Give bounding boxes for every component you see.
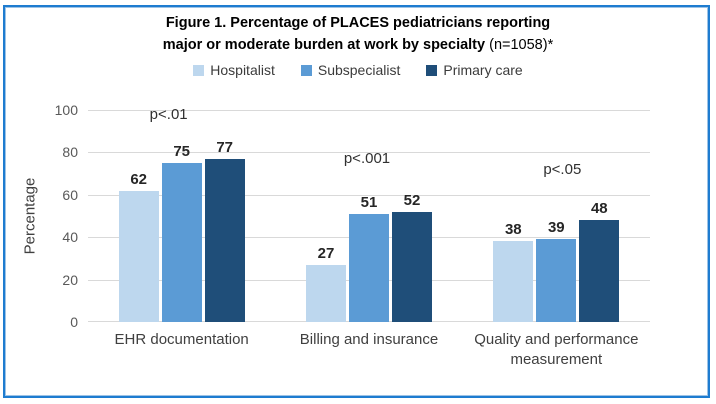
legend-label-hospitalist: Hospitalist (210, 62, 275, 78)
p-value-annotation: p<.01 (149, 105, 188, 123)
bar-hospitalist-billing-and-insurance (305, 264, 346, 322)
bar-primary-care-ehr-documentation (204, 158, 245, 322)
legend-item-primary-care: Primary care (426, 62, 523, 78)
bar-primary-care-quality-and-performance-measurement (579, 220, 620, 322)
legend-swatch-subspecialist (300, 64, 312, 76)
legend: Hospitalist Subspecialist Primary care (0, 62, 716, 78)
legend-label-subspecialist: Subspecialist (317, 62, 401, 78)
gridline-60 (88, 194, 650, 196)
bar-subspecialist-ehr-documentation (161, 163, 202, 322)
gridline-80 (88, 152, 650, 154)
bar-slot-subspecialist: 39 (536, 110, 577, 322)
bar-slot-primary-care: 48 (579, 110, 620, 322)
bar-subspecialist-quality-and-performance-measurement (536, 239, 577, 322)
figure-title-line2: major or moderate burden at work by spec… (0, 34, 716, 56)
y-tick-label-80: 80 (62, 144, 78, 161)
bar-value-label: 62 (130, 170, 147, 188)
bar-hospitalist-ehr-documentation (118, 190, 159, 322)
figure-title-line1: Figure 1. Percentage of PLACES pediatric… (165, 15, 551, 31)
bar-value-label: 27 (317, 244, 335, 262)
bar-cluster: 62 75 77 (88, 110, 275, 322)
bar-slot-primary-care: 77 (204, 110, 245, 322)
bar-slot-primary-care: 52 (391, 110, 432, 322)
bar-slot-subspecialist: 75 (161, 110, 202, 322)
p-value-annotation: p<.001 (343, 150, 391, 168)
legend-item-subspecialist: Subspecialist (300, 62, 401, 78)
bar-slot-subspecialist: 51 (348, 110, 389, 322)
bar-slot-hospitalist: 62 (118, 110, 159, 322)
plot-area: 62 75 77 p<.01 27 51 52 p<.001 38 39 48 p<.05 (88, 106, 650, 322)
legend-swatch-hospitalist (193, 64, 205, 76)
bar-value-label: 48 (590, 200, 608, 218)
bar-value-label: 39 (547, 219, 565, 237)
figure-title: Figure 1. Percentage of PLACES pediatric… (0, 12, 716, 56)
y-tick-label-40: 40 (62, 229, 78, 246)
y-tick-label-0: 0 (70, 314, 78, 330)
x-axis-category-labels: EHR documentation Billing and insurance Qu… (88, 330, 650, 370)
figure-title-sample-size: (n=1058)* (485, 37, 554, 53)
category-label-quality-and-performance-measurement: Quality and performance measurement (474, 331, 639, 368)
category-label-ehr-documentation: EHR documentation (114, 331, 249, 348)
bar-value-label: 75 (173, 143, 190, 160)
bar-primary-care-billing-and-insurance (391, 211, 432, 322)
gridline-100 (88, 110, 650, 111)
bar-group-quality-and-performance-measurement: 38 39 48 p<.05 (463, 110, 650, 322)
bar-group-ehr-documentation: 62 75 77 p<.01 (88, 106, 275, 322)
figure-title-line2-bold: major or moderate burden at work by spec… (162, 37, 486, 53)
category-label-billing-and-insurance: Billing and insurance (299, 331, 439, 348)
y-axis-tick-labels: 0 20 40 60 80 100 (30, 102, 78, 330)
bar-slot-hospitalist: 38 (493, 110, 534, 322)
bar-subspecialist-billing-and-insurance (348, 213, 389, 322)
bar-cluster: 38 39 48 (463, 110, 650, 322)
y-tick-label-60: 60 (62, 186, 78, 203)
legend-swatch-primary-care (426, 64, 438, 76)
legend-label-primary-care: Primary care (443, 62, 523, 78)
bar-group-billing-and-insurance: 27 51 52 p<.001 (275, 110, 462, 322)
bar-value-label: 38 (504, 221, 522, 239)
legend-item-hospitalist: Hospitalist (193, 62, 275, 78)
y-tick-label-20: 20 (62, 271, 78, 288)
y-tick-label-100: 100 (54, 102, 78, 118)
bar-value-label: 77 (216, 138, 233, 156)
bar-slot-hospitalist: 27 (305, 110, 346, 322)
bar-hospitalist-quality-and-performance-measurement (493, 241, 534, 322)
bar-value-label: 51 (360, 193, 378, 211)
bar-cluster: 27 51 52 (275, 110, 462, 322)
p-value-annotation: p<.05 (543, 160, 582, 178)
bar-value-label: 52 (403, 191, 421, 209)
